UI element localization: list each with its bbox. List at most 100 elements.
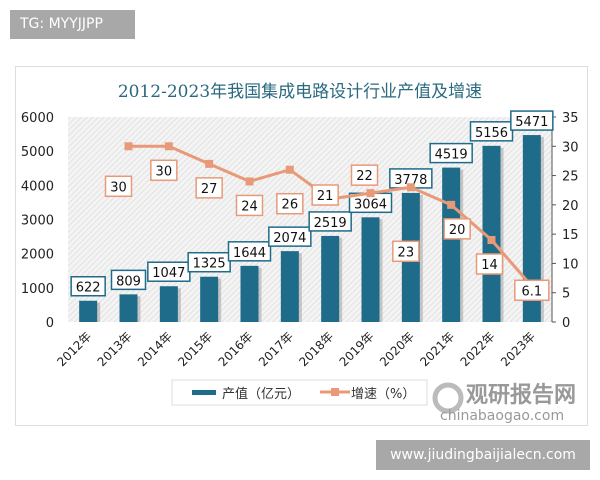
bar-data-label: 2074 [273, 231, 306, 246]
growth-marker [406, 183, 415, 192]
right-tick-label: 20 [562, 199, 579, 214]
bar [119, 294, 138, 322]
growth-label-box [150, 159, 178, 182]
x-tick-label: 2019年 [337, 329, 377, 369]
x-tick-label: 2021年 [417, 329, 457, 369]
left-tick-label: 1000 [21, 282, 54, 297]
right-tick-label: 25 [562, 170, 579, 185]
bar-data-label: 4519 [435, 148, 468, 163]
bar-data-label: 1644 [233, 246, 266, 261]
bar-data-label: 3064 [354, 197, 387, 212]
bar-data-label: 1325 [193, 257, 226, 272]
growth-label-box [104, 175, 133, 198]
x-tick-label: 2022年 [458, 329, 498, 369]
bar-label-box [429, 142, 473, 164]
growth-marker [164, 142, 173, 151]
growth-marker [124, 142, 133, 151]
bar [159, 286, 178, 322]
right-tick-label: 15 [562, 228, 579, 243]
bar-data-label: 5471 [515, 115, 548, 130]
growth-marker [245, 177, 254, 186]
bar-label-box [70, 275, 106, 297]
right-tick-label: 10 [562, 257, 579, 272]
left-tick-label: 5000 [21, 145, 54, 160]
growth-label-box [350, 164, 379, 186]
chart-frame [15, 66, 588, 426]
bar-data-label: 3778 [394, 173, 427, 188]
right-tick-label: 0 [562, 316, 570, 331]
growth-data-label: 26 [282, 198, 299, 213]
growth-data-label: 27 [201, 182, 218, 197]
growth-marker [447, 200, 456, 209]
legend-line-label: 增速（%） [351, 387, 415, 402]
bar [200, 276, 219, 322]
watermark-logo-icon [432, 382, 464, 414]
bar [482, 145, 501, 322]
bar [280, 251, 299, 322]
growth-data-label: 30 [156, 164, 173, 179]
bar [321, 235, 340, 322]
left-tick-label: 6000 [21, 111, 54, 126]
bar [79, 300, 98, 322]
bar [522, 135, 541, 322]
right-tick-label: 30 [562, 140, 579, 155]
x-tick-label: 2015年 [175, 329, 215, 369]
legend-bar-label: 产值（亿元） [222, 386, 300, 402]
chart-title: 2012-2023年我国集成电路设计行业产值及增速 [117, 82, 483, 102]
growth-data-label: 23 [398, 245, 415, 260]
left-tick-label: 0 [46, 316, 54, 331]
bar [240, 265, 259, 322]
bar-data-label: 622 [76, 281, 101, 296]
right-tick-label: 5 [562, 287, 570, 302]
bar-label-box [227, 241, 272, 262]
growth-marker [285, 165, 294, 174]
growth-label-box [514, 279, 550, 302]
watermark-name: 观研报告网 [466, 383, 576, 408]
bar [361, 217, 380, 322]
x-tick-label: 2017年 [256, 329, 296, 369]
growth-label-box [276, 192, 304, 215]
left-tick-label: 2000 [21, 248, 54, 263]
x-tick-label: 2014年 [135, 329, 175, 369]
growth-data-label: 20 [449, 223, 466, 238]
growth-data-label: 22 [356, 169, 373, 184]
x-tick-label: 2023年 [498, 329, 538, 369]
bar-label-box [510, 110, 554, 131]
left-tick-label: 3000 [21, 214, 54, 229]
growth-data-label: 24 [241, 199, 258, 214]
bar-label-box [187, 251, 231, 273]
growth-label-box [195, 177, 223, 199]
bar [442, 167, 461, 322]
growth-label-box [392, 240, 420, 263]
growth-data-label: 14 [481, 258, 498, 273]
bar-label-box [469, 121, 514, 142]
growth-data-label: 6.1 [521, 284, 542, 299]
growth-data-label: 21 [317, 189, 334, 204]
bar-data-label: 809 [116, 274, 141, 289]
left-tick-label: 4000 [21, 179, 54, 194]
growth-label-box [443, 218, 471, 240]
bar-label-box [308, 211, 352, 232]
growth-data-label: 30 [110, 180, 127, 195]
bar-data-label: 1047 [152, 266, 185, 281]
x-tick-label: 2020年 [377, 329, 417, 369]
x-tick-label: 2012年 [54, 329, 94, 369]
bar-data-label: 5156 [475, 126, 508, 141]
x-tick-label: 2018年 [296, 329, 336, 369]
growth-marker [487, 236, 496, 244]
footer-url: www.jiudingbaijialecn.com [376, 440, 590, 470]
legend-bar-swatch [192, 390, 216, 395]
x-tick-label: 2013年 [95, 329, 135, 369]
growth-label-box [475, 253, 504, 275]
legend-line-marker [331, 388, 339, 396]
x-tick-label: 2016年 [216, 329, 256, 369]
growth-label-box [311, 184, 339, 206]
watermark-domain: chinabaogao.com [440, 408, 564, 424]
bar-label-box [268, 226, 312, 247]
right-tick-label: 35 [562, 111, 579, 126]
growth-marker [205, 159, 214, 168]
tag-label: TG: MYYJJPP [10, 10, 135, 39]
growth-marker [366, 189, 375, 198]
bar-label-box [110, 269, 147, 291]
